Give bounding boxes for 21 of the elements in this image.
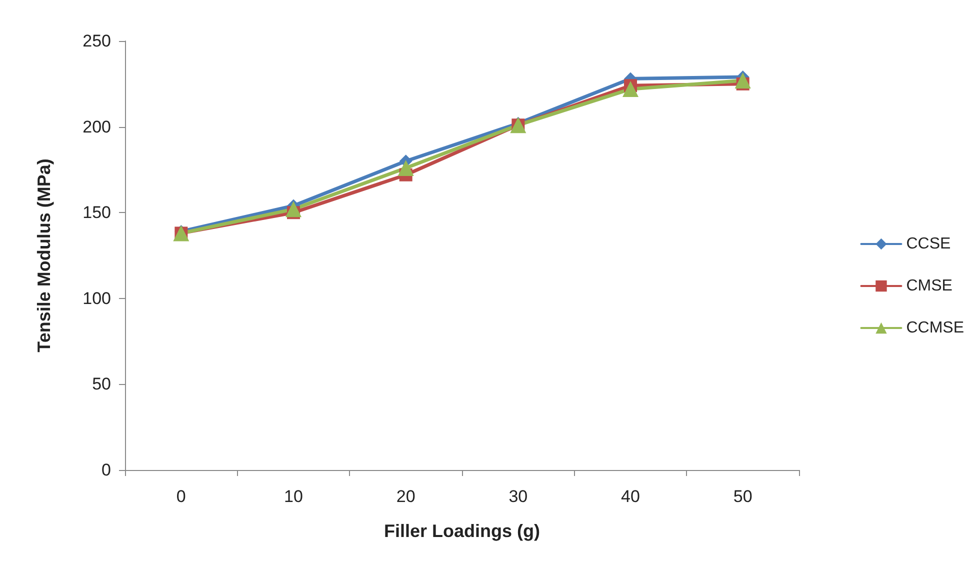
legend-label: CCMSE [906, 320, 964, 336]
y-tick-label: 100 [82, 288, 111, 308]
x-tick-label: 50 [733, 487, 752, 506]
x-tick-label: 0 [176, 487, 186, 506]
point [734, 72, 751, 88]
y-tick-label: 200 [82, 117, 111, 136]
legend-label: CCSE [906, 236, 951, 252]
point [286, 201, 302, 218]
x-axis-title: Filler Loadings (g) [384, 521, 540, 541]
y-tick-label: 250 [82, 32, 111, 50]
legend-label: CMSE [906, 278, 952, 294]
x-tick-label: 40 [621, 487, 640, 506]
x-tick-label: 10 [284, 487, 303, 506]
y-axis-title: Tensile Modulus (MPa) [34, 158, 54, 352]
point [398, 160, 414, 176]
x-tick-label: 30 [508, 487, 528, 506]
point [622, 81, 638, 98]
y-tick-label: 0 [102, 460, 111, 480]
y-tick-label: 150 [82, 203, 111, 222]
y-tick-label: 50 [92, 374, 111, 394]
x-tick-label: 20 [396, 487, 416, 506]
